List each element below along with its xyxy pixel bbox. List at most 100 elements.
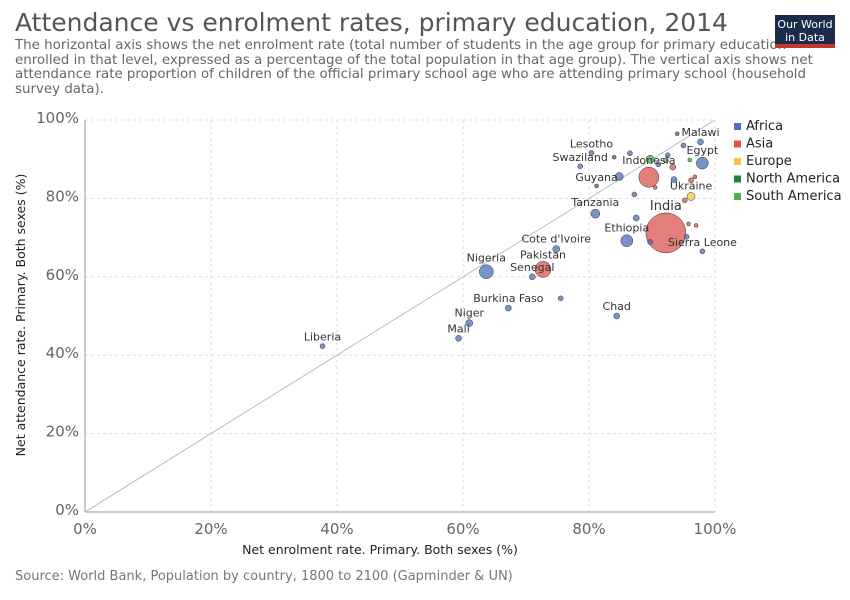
data-point bbox=[638, 166, 660, 188]
owid-logo[interactable]: Our World in Data bbox=[775, 15, 835, 48]
y-tick-label: 100% bbox=[36, 109, 79, 127]
data-point bbox=[688, 177, 694, 184]
legend-swatch bbox=[734, 158, 741, 165]
logo-line-2: in Data bbox=[785, 31, 825, 44]
grid-lines bbox=[85, 119, 716, 512]
data-point bbox=[655, 161, 662, 168]
legend-label: North America bbox=[746, 172, 840, 187]
x-tick-label: 40% bbox=[320, 520, 353, 538]
data-point bbox=[620, 234, 634, 247]
data-point bbox=[479, 264, 494, 279]
x-axis-label: Net enrolment rate. Primary. Both sexes … bbox=[242, 542, 518, 557]
point-label: Ukraine bbox=[670, 179, 713, 192]
data-point bbox=[682, 197, 688, 204]
data-point bbox=[686, 221, 691, 227]
data-point bbox=[588, 150, 595, 156]
y-tick-label: 20% bbox=[46, 423, 79, 441]
legend-label: Asia bbox=[746, 137, 773, 152]
y-tick-label: 80% bbox=[46, 187, 79, 205]
axes: 0% 20% 40% 60% 80% 100% 0% 20% 40% 60% 80% 100% bbox=[36, 109, 736, 538]
source-note: Source: World Bank, Population by countr… bbox=[15, 569, 513, 584]
legend-swatch bbox=[734, 175, 741, 183]
data-point bbox=[631, 191, 638, 198]
point-label: Tanzania bbox=[570, 196, 619, 209]
legend-label: South America bbox=[746, 189, 842, 204]
data-point bbox=[680, 142, 687, 149]
legend-swatch bbox=[734, 123, 741, 130]
point-label: Sierra Leone bbox=[668, 236, 737, 249]
x-tick-label: 100% bbox=[694, 520, 737, 538]
data-point bbox=[693, 223, 699, 228]
legend-swatch bbox=[734, 140, 741, 148]
data-point bbox=[594, 183, 599, 189]
y-tick-label: 40% bbox=[46, 344, 79, 362]
data-point bbox=[692, 174, 698, 180]
x-tick-label: 80% bbox=[572, 520, 605, 538]
data-point bbox=[670, 176, 678, 183]
point-label: Mali bbox=[447, 322, 469, 335]
data-point bbox=[627, 150, 633, 157]
point-label: Senegal bbox=[510, 261, 554, 274]
data-point bbox=[633, 214, 640, 222]
point-label: Guyana bbox=[575, 171, 617, 184]
point-label: Pakistan bbox=[520, 248, 566, 261]
data-point bbox=[529, 273, 536, 281]
data-point bbox=[674, 131, 680, 136]
point-label: Swaziland bbox=[553, 151, 608, 164]
legend-label: Europe bbox=[746, 154, 792, 169]
x-tick-label: 20% bbox=[194, 520, 227, 538]
data-point bbox=[613, 312, 620, 320]
data-point bbox=[645, 212, 687, 254]
data-point bbox=[686, 192, 696, 201]
data-point bbox=[697, 138, 704, 146]
legend-swatch bbox=[734, 193, 741, 200]
data-point bbox=[647, 239, 653, 245]
point-label: India bbox=[650, 199, 682, 214]
data-point bbox=[505, 304, 512, 312]
parity-line bbox=[84, 119, 716, 513]
x-tick-label: 0% bbox=[73, 520, 97, 538]
point-label: Egypt bbox=[687, 144, 719, 157]
data-point bbox=[699, 248, 706, 255]
point-labels: Liberia Mali Niger Burkina Faso Nigeria Seneg… bbox=[304, 126, 737, 344]
point-label: Chad bbox=[603, 300, 631, 313]
legend: Africa Asia Europe North America South Ameri… bbox=[734, 119, 842, 204]
logo-line-1: Our World bbox=[777, 18, 833, 31]
chart-title: Attendance vs enrolment rates, primary e… bbox=[15, 8, 728, 37]
data-point bbox=[683, 234, 690, 240]
point-label: Ethiopia bbox=[604, 222, 649, 235]
point-label: Niger bbox=[455, 307, 485, 320]
point-label: Indonesia bbox=[622, 154, 675, 167]
chart-subtitle: The horizontal axis shows the net enrolm… bbox=[15, 38, 813, 97]
data-point bbox=[319, 343, 326, 349]
data-point bbox=[455, 335, 462, 342]
data-point bbox=[663, 157, 669, 164]
y-axis-label: Net attendance rate. Primary. Both sexes… bbox=[13, 174, 28, 457]
data-point bbox=[687, 157, 693, 163]
point-label: Nigeria bbox=[467, 252, 506, 265]
data-point bbox=[645, 154, 655, 164]
data-point bbox=[590, 208, 601, 219]
data-point bbox=[557, 295, 564, 302]
point-label: Lesotho bbox=[570, 137, 613, 150]
x-tick-label: 60% bbox=[446, 520, 479, 538]
data-point bbox=[611, 154, 617, 160]
point-label: Burkina Faso bbox=[473, 292, 543, 305]
data-point bbox=[614, 172, 624, 181]
point-label: Malawi bbox=[681, 126, 719, 139]
point-label: Cote d'Ivoire bbox=[521, 232, 591, 245]
y-tick-label: 60% bbox=[46, 266, 79, 284]
data-point bbox=[577, 163, 583, 170]
data-point bbox=[669, 163, 677, 171]
data-point bbox=[665, 152, 671, 159]
data-points bbox=[319, 131, 709, 349]
data-point bbox=[696, 156, 709, 170]
point-label: Liberia bbox=[304, 331, 341, 344]
y-tick-label: 0% bbox=[55, 501, 79, 519]
data-point bbox=[465, 319, 474, 327]
data-point bbox=[652, 185, 658, 190]
data-point bbox=[534, 261, 552, 278]
legend-label: Africa bbox=[746, 119, 783, 134]
data-point bbox=[552, 245, 560, 253]
